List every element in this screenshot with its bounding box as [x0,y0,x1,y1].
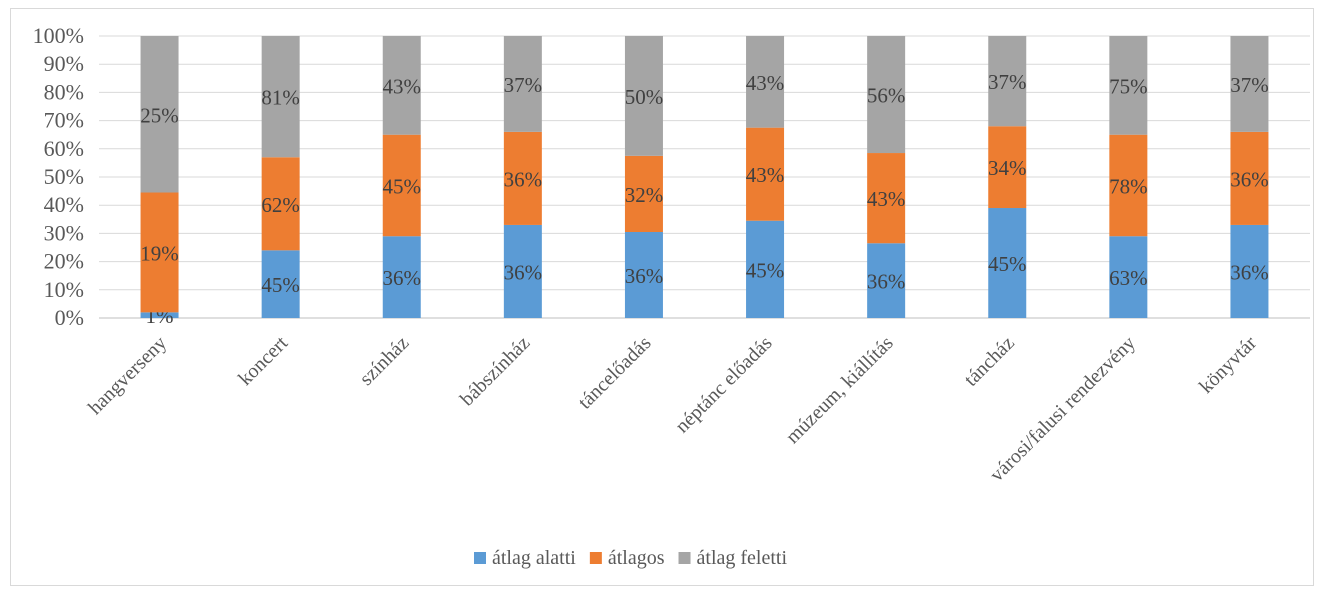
bar-segment [140,36,179,193]
bar-segment [1230,224,1269,318]
data-label: 36% [504,260,543,284]
bar-segment [261,36,300,158]
data-label: 75% [1109,74,1148,98]
y-tick-label: 10% [44,277,84,302]
data-label: 56% [867,84,906,108]
data-label: 34% [988,156,1027,180]
category-label: táncház [960,332,1019,391]
bar-segment [988,208,1027,318]
category-label: színház [355,332,413,390]
data-label: 45% [988,252,1027,276]
y-tick-label: 50% [44,164,84,189]
data-label: 45% [746,258,785,282]
data-label: 50% [625,85,664,109]
y-tick-label: 70% [44,108,84,133]
bar-segment [261,250,300,318]
category-label: múzeum, kiállítás [782,332,898,448]
bar-segment [624,231,663,318]
category-label: bábszínház [456,332,534,410]
bar-segment [1109,236,1148,318]
data-label: 78% [1109,174,1148,198]
data-label: 43% [867,187,906,211]
data-label: 63% [1109,266,1148,290]
bar-segment [503,36,542,132]
data-label: 36% [867,270,906,294]
category-label: hangverseny [84,332,171,419]
data-label: 45% [261,273,300,297]
bar-segment [867,153,906,244]
y-tick-label: 20% [44,249,84,274]
data-label: 37% [988,70,1027,94]
data-label: 37% [504,73,543,97]
data-label: 36% [1230,260,1269,284]
bar-segment [624,36,663,156]
bar-segment [624,155,663,232]
bar-segment [382,36,421,135]
y-tick-label: 80% [44,79,84,104]
data-label: 32% [625,183,664,207]
y-tick-label: 100% [33,23,84,48]
bar-segment [988,126,1027,209]
data-label: 62% [261,193,300,217]
data-label: 81% [261,86,300,110]
bar-segment [1109,36,1148,135]
data-label: 43% [746,71,785,95]
data-label: 43% [383,74,422,98]
data-label: 43% [746,163,785,187]
bar-segment [503,224,542,318]
data-label: 19% [140,241,179,265]
legend-label: átlag alatti [492,547,576,569]
bar-segment [1230,36,1269,132]
bar-segment [503,131,542,225]
data-label: 36% [1230,167,1269,191]
bar-segment [1230,131,1269,225]
category-label: könyvtár [1195,332,1261,398]
data-label: 36% [383,266,422,290]
category-label: táncelőadás [574,332,656,414]
y-tick-label: 30% [44,220,84,245]
y-tick-label: 60% [44,136,84,161]
legend-swatch [678,552,691,564]
bar-segment [382,134,421,237]
bar-segment [1109,134,1148,237]
bar-segment [746,127,785,221]
data-label: 36% [625,264,664,288]
legend-swatch [474,552,486,564]
data-label: 25% [140,103,179,127]
bar-segment [382,236,421,318]
bar-segment [140,192,179,313]
data-label: 45% [383,174,422,198]
category-label: koncert [234,332,292,390]
y-tick-label: 90% [44,51,84,76]
bar-segment [746,220,785,318]
data-label: 37% [1230,73,1269,97]
bar-segment [867,243,906,318]
bar-segment [746,36,785,128]
y-tick-label: 40% [44,192,84,217]
bar-segment [867,36,906,154]
y-tick-label: 0% [55,305,84,330]
bar-segment [261,157,300,251]
category-label: néptánc előadás [671,332,777,438]
bar-segment [140,312,179,318]
legend-label: átlag feletti [697,547,788,569]
legend-label: átlagos [608,547,665,569]
legend-swatch [589,552,602,564]
bar-segment [988,36,1027,127]
data-label: 36% [504,167,543,191]
